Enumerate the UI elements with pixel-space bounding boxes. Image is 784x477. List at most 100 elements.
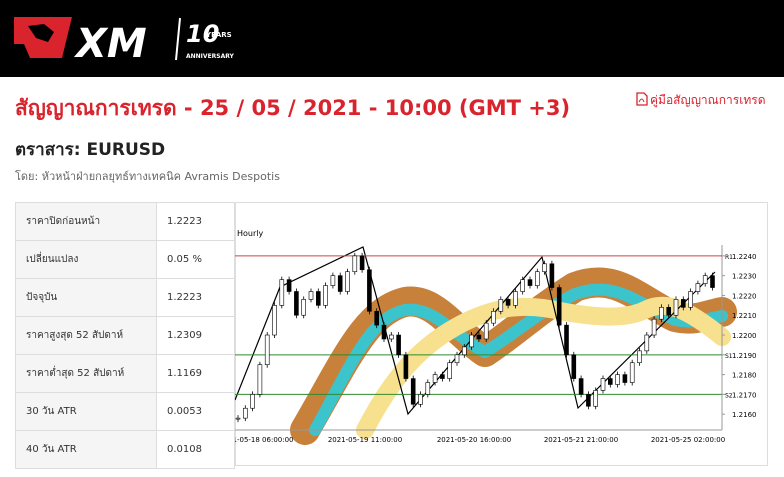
candle (615, 374, 620, 385)
y-tick-label: 1.2160 (732, 411, 757, 419)
candle (564, 324, 569, 356)
candle (432, 374, 438, 383)
timeframe: Hourly (237, 229, 263, 238)
candle (644, 334, 650, 352)
x-tick-label: 1-05-18 06:00:00 (235, 436, 293, 444)
x-tick-label: 2021-05-19 11:00:00 (328, 436, 402, 444)
candle (629, 362, 635, 383)
stat-label: ราคาต่ำสุด 52 สัปดาห์ (15, 354, 157, 393)
divider (175, 17, 181, 61)
candle (651, 318, 657, 336)
instrument: ตราสาร: EURUSD (15, 140, 166, 160)
stat-value: 1.2309 (156, 316, 235, 355)
candle (403, 354, 409, 379)
candle (688, 291, 693, 308)
table-row: ราคาต่ำสุด 52 สัปดาห์ 1.1169 (15, 354, 235, 393)
candle (323, 285, 328, 306)
stat-label: ราคาสูงสุด 52 สัปดาห์ (15, 316, 157, 355)
candle (316, 291, 321, 306)
anniversary-text: ANNIVERSARY (186, 53, 235, 60)
table-row: ราคาปิดก่อนหน้า 1.2223 (15, 202, 235, 241)
byline: โดย: หัวหน้าฝ่ายกลยุทธ์ทางเทคนิค Avramis… (15, 170, 280, 183)
stat-value: 1.2223 (156, 278, 235, 317)
candle (454, 354, 460, 364)
stat-value: 0.0108 (156, 430, 235, 469)
candle (513, 291, 518, 306)
candle (527, 279, 533, 286)
candle (542, 263, 547, 273)
page-title: สัญญาณการเทรด - 25 / 05 / 2021 - 10:00 (… (15, 96, 571, 120)
anniversary-number: 10 (186, 20, 219, 48)
table-row: ราคาสูงสุด 52 สัปดาห์ 1.2309 (15, 316, 235, 355)
candle (425, 382, 431, 395)
stat-label: 40 วัน ATR (15, 430, 157, 469)
candle (374, 310, 379, 326)
candle (440, 374, 445, 379)
candle (330, 275, 336, 286)
chart: Hourly 1.2160 1.2170 1.2180 1.2190 1.2200 1.2… (235, 202, 768, 466)
stat-value: 1.1169 (156, 354, 235, 393)
candle (476, 334, 482, 340)
candle (549, 263, 555, 288)
candle (389, 334, 394, 340)
candle (264, 334, 270, 366)
stats-table: ราคาปิดก่อนหน้า 1.2223 เปลี่ยนแปลง 0.05 % ปั… (15, 202, 235, 469)
candle (710, 275, 715, 288)
logo-text: XM (73, 21, 147, 67)
candle (279, 279, 285, 306)
pdf-icon[interactable] (636, 92, 648, 106)
candle (418, 394, 423, 405)
candle (462, 346, 467, 356)
y-tick-label: 1.2170 (732, 391, 757, 399)
y-tick-label: 1.2190 (732, 352, 757, 360)
candle (680, 299, 686, 308)
candle (294, 291, 299, 316)
candle (659, 307, 664, 320)
candle (301, 299, 306, 316)
candle (637, 350, 642, 364)
logo-bull (28, 24, 54, 42)
y-tick-label: 1.2240 (732, 253, 757, 261)
stat-label: 30 วัน ATR (15, 392, 157, 431)
candle (352, 255, 358, 273)
candle (702, 275, 708, 284)
candle (337, 275, 343, 292)
candle (286, 279, 292, 292)
stat-label: เปลี่ยนแปลง (15, 240, 157, 279)
candle (695, 283, 701, 292)
candle (586, 394, 591, 407)
candle (498, 299, 504, 312)
header: XM 10 YEARS ANNIVERSARY (0, 0, 784, 77)
candle (483, 322, 489, 340)
stat-label: ราคาปิดก่อนหน้า (15, 202, 157, 241)
x-tick-label: 2021-05-25 02:00:00 (651, 436, 725, 444)
x-tick-label: 2021-05-21 21:00:00 (544, 436, 618, 444)
x-tick-label: 2021-05-20 16:00:00 (437, 436, 511, 444)
candle (673, 299, 679, 316)
candle (359, 255, 365, 271)
candle (243, 407, 248, 419)
candle (491, 310, 496, 324)
candle (345, 271, 350, 292)
y-tick-label: 1.2210 (732, 312, 757, 320)
candle (505, 299, 511, 306)
candle (622, 374, 628, 383)
candle (666, 307, 672, 316)
candle (600, 378, 606, 391)
candle (578, 378, 584, 395)
candle (534, 271, 540, 286)
candle (607, 378, 613, 385)
table-row: เปลี่ยนแปลง 0.05 % (15, 240, 235, 279)
candle (381, 324, 387, 340)
y-tick-label: 1.2230 (732, 273, 757, 281)
candle (257, 364, 263, 395)
candle (410, 378, 416, 405)
candle (250, 394, 255, 409)
level-label: S1 (725, 353, 733, 360)
logo: XM 10 YEARS ANNIVERSARY (14, 17, 235, 67)
stat-label: ปัจจุบัน (15, 278, 157, 317)
candle (571, 354, 577, 379)
guide-link[interactable]: คู่มือสัญญาณการเทรด (650, 93, 766, 107)
candle (593, 390, 599, 407)
